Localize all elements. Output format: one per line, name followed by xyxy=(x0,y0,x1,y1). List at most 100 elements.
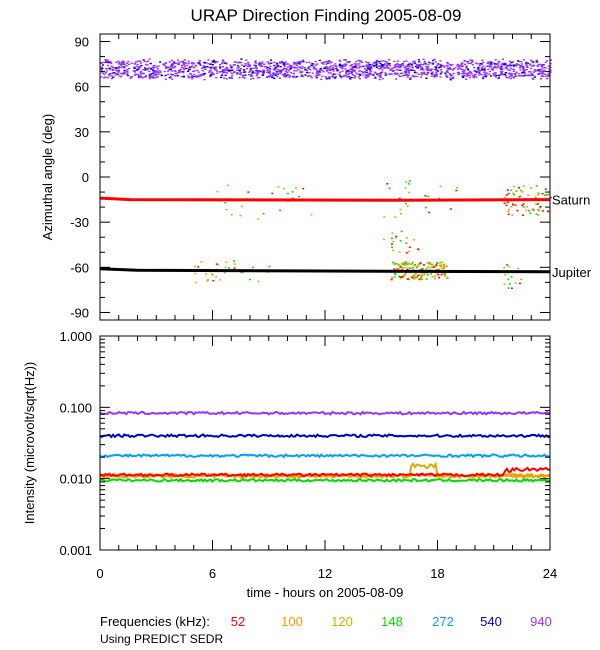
data-point-540khz xyxy=(267,71,270,74)
y-tick-label: 0.100 xyxy=(59,400,92,415)
data-point-940khz xyxy=(407,67,410,70)
data-point-940khz xyxy=(456,63,459,66)
scatter-point xyxy=(434,265,437,268)
data-point-940khz xyxy=(395,63,398,65)
scatter-point xyxy=(527,194,530,196)
data-point-940khz xyxy=(117,60,120,62)
data-point-540khz xyxy=(362,65,365,67)
data-point-940khz xyxy=(537,63,541,66)
data-point-940khz xyxy=(133,70,136,72)
data-point-940khz xyxy=(279,72,282,75)
data-point-940khz xyxy=(172,60,176,63)
data-point-940khz xyxy=(483,71,486,74)
data-point-940khz xyxy=(422,71,425,73)
data-point-940khz xyxy=(393,73,396,75)
data-point-540khz xyxy=(531,74,534,76)
data-point-940khz xyxy=(345,72,348,75)
data-point-940khz xyxy=(469,74,472,77)
data-point-540khz xyxy=(283,73,286,75)
data-point-940khz xyxy=(190,61,193,64)
data-point-940khz xyxy=(216,61,219,63)
data-point-940khz xyxy=(152,67,155,69)
data-point-940khz xyxy=(266,61,269,63)
scatter-point xyxy=(391,237,393,240)
data-point-940khz xyxy=(316,73,319,76)
data-point-540khz xyxy=(242,71,245,73)
data-point-940khz xyxy=(531,77,534,80)
scatter-point xyxy=(216,191,219,193)
data-point-940khz xyxy=(100,70,104,72)
data-point-540khz xyxy=(495,74,498,77)
data-point-940khz xyxy=(125,65,128,67)
scatter-point xyxy=(507,213,510,215)
data-point-940khz xyxy=(117,71,120,73)
data-point-940khz xyxy=(153,73,156,75)
data-point-940khz xyxy=(478,72,481,75)
scatter-point xyxy=(428,211,431,214)
data-point-940khz xyxy=(442,65,445,67)
data-point-940khz xyxy=(354,64,357,67)
data-point-940khz xyxy=(190,75,193,77)
data-point-540khz xyxy=(388,63,391,65)
scatter-point xyxy=(392,261,395,264)
data-point-940khz xyxy=(372,65,376,68)
data-point-540khz xyxy=(315,76,318,79)
data-point-940khz xyxy=(215,69,218,71)
data-point-940khz xyxy=(177,72,180,74)
scatter-point xyxy=(521,191,524,193)
data-point-940khz xyxy=(112,72,115,74)
data-point-940khz xyxy=(354,76,357,79)
data-point-940khz xyxy=(170,64,173,67)
scatter-point xyxy=(227,184,230,186)
data-point-940khz xyxy=(518,60,521,63)
data-point-940khz xyxy=(404,68,407,70)
data-point-940khz xyxy=(294,61,297,64)
data-point-940khz xyxy=(292,61,296,64)
data-point-940khz xyxy=(388,73,391,75)
data-point-940khz xyxy=(284,63,287,65)
scatter-point xyxy=(291,191,294,193)
data-point-940khz xyxy=(352,65,355,68)
scatter-point xyxy=(407,278,409,280)
data-point-940khz xyxy=(448,63,452,66)
scatter-point xyxy=(405,261,408,263)
data-point-940khz xyxy=(258,62,262,64)
data-point-940khz xyxy=(237,66,240,69)
data-point-940khz xyxy=(183,65,187,67)
data-point-940khz xyxy=(172,63,175,65)
scatter-point xyxy=(417,248,419,250)
data-point-940khz xyxy=(394,73,397,75)
data-point-540khz xyxy=(376,73,379,75)
data-point-540khz xyxy=(116,73,119,75)
data-point-940khz xyxy=(331,75,334,78)
data-point-540khz xyxy=(485,75,488,78)
data-point-940khz xyxy=(389,73,392,75)
data-point-940khz xyxy=(244,63,247,65)
data-point-940khz xyxy=(461,65,464,67)
data-point-540khz xyxy=(359,74,362,76)
data-point-940khz xyxy=(293,63,296,65)
data-point-940khz xyxy=(469,62,472,64)
data-point-940khz xyxy=(528,71,531,73)
data-point-940khz xyxy=(370,64,373,66)
data-point-940khz xyxy=(507,76,510,79)
data-point-940khz xyxy=(334,76,337,78)
data-point-940khz xyxy=(422,64,425,66)
data-point-940khz xyxy=(371,73,374,76)
data-point-940khz xyxy=(109,68,112,71)
scatter-point xyxy=(520,189,523,192)
data-point-940khz xyxy=(486,65,489,67)
scatter-point xyxy=(445,265,448,268)
data-point-940khz xyxy=(207,59,210,61)
scatter-point xyxy=(534,196,537,198)
data-point-940khz xyxy=(190,62,194,65)
data-point-940khz xyxy=(417,73,420,75)
data-point-940khz xyxy=(540,63,543,66)
scatter-point xyxy=(519,195,522,197)
data-point-540khz xyxy=(244,71,247,73)
scatter-point xyxy=(528,209,530,212)
data-point-940khz xyxy=(390,67,394,70)
data-point-540khz xyxy=(432,59,435,62)
data-point-940khz xyxy=(381,66,384,69)
data-point-940khz xyxy=(299,72,302,74)
